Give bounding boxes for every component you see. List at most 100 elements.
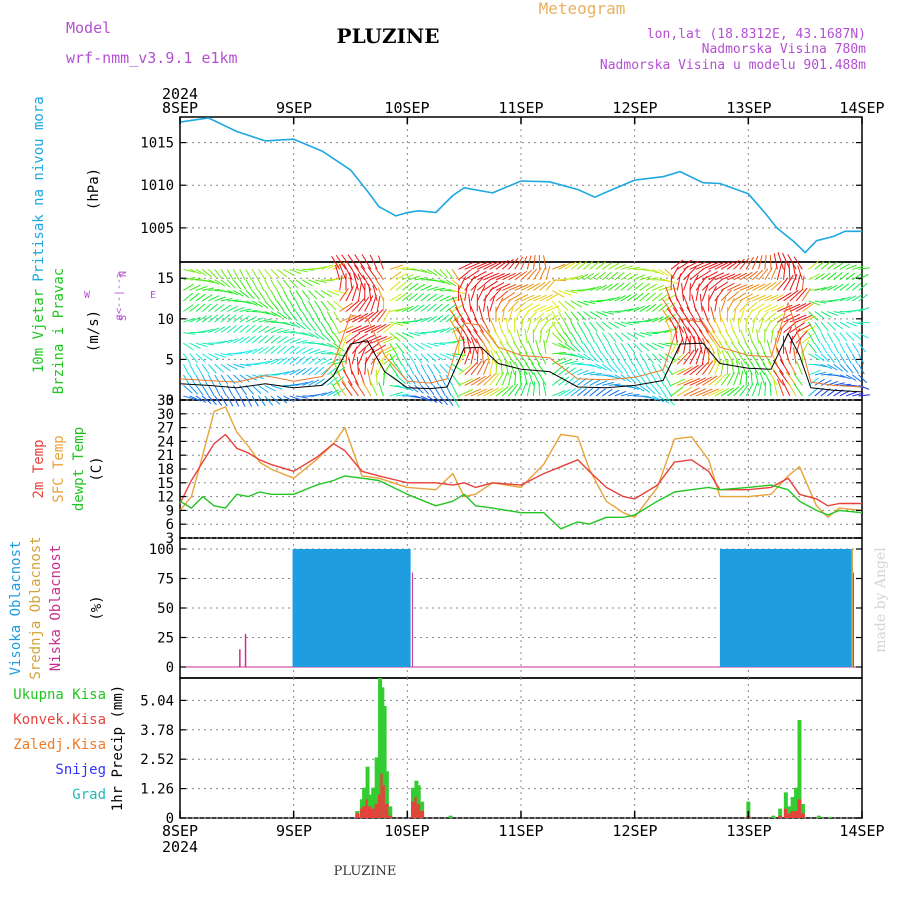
wind-vector [452, 296, 459, 312]
precip-convective-bar [794, 811, 799, 818]
wind-vector [226, 325, 237, 334]
wind-vector [308, 379, 320, 386]
wind-vector [483, 272, 500, 281]
wind-vector [345, 300, 360, 312]
wind-vector [376, 346, 392, 355]
wind-vector [505, 341, 516, 355]
wind-vector [314, 279, 327, 284]
wind-vector [745, 270, 759, 281]
wind-vector [858, 384, 870, 390]
wind-vector [589, 332, 596, 344]
wind-vector [851, 364, 860, 374]
wind-vector [751, 340, 760, 354]
wind-vector [183, 268, 196, 273]
wind-vector [464, 261, 482, 270]
wind-vector [258, 269, 266, 280]
wind-vector [451, 374, 461, 387]
wind-vector [601, 321, 612, 330]
wind-vector [651, 364, 659, 376]
wind-vector [626, 374, 637, 384]
wind-vector [769, 349, 778, 365]
wind-vector [739, 384, 750, 397]
wind-vector [639, 353, 647, 365]
wind-vector [626, 364, 634, 376]
wind-vector [331, 256, 341, 270]
precip-total-bar [828, 816, 833, 818]
wind-vector [308, 366, 319, 376]
wind-vector [402, 332, 414, 339]
wind-vector [202, 279, 214, 284]
wind-vector [251, 279, 259, 291]
wind-vector [672, 307, 684, 323]
wind-vector [314, 321, 322, 333]
wind-vector [552, 289, 565, 298]
wind-vector [420, 364, 428, 375]
wind-vector [332, 360, 341, 376]
wind-vector [662, 298, 672, 312]
wind-vector [414, 277, 427, 281]
wind-vector [833, 363, 843, 372]
wind-vector [852, 321, 864, 325]
wind-vector [372, 285, 378, 302]
wind-vector [664, 363, 674, 376]
precip-ytick-label: 0 [166, 811, 174, 827]
cloud-ytick-label: 75 [157, 572, 174, 588]
wind-vector [539, 313, 552, 323]
high-cloud-bar [758, 549, 762, 667]
wind-vector [439, 395, 448, 406]
wind-vector [270, 327, 283, 334]
wind-vector [751, 310, 762, 323]
wind-vector [633, 305, 645, 312]
wind-vector [433, 363, 441, 375]
wind-vector [202, 328, 214, 334]
wind-vector [361, 380, 372, 397]
wind-vector [508, 384, 519, 397]
high-cloud-bar [779, 549, 784, 667]
wind-vector [714, 261, 730, 270]
wind-vector [526, 268, 538, 281]
bottom-tick-14sep: 14SEP [839, 822, 884, 840]
wind-vector [614, 342, 622, 354]
wind-vector [520, 382, 527, 397]
wind-vector [408, 364, 415, 376]
wind-vector [414, 293, 425, 302]
wind-vector [802, 333, 815, 344]
wind-vector [620, 332, 631, 341]
precip-total-bar [771, 815, 776, 818]
high-cloud-bar [809, 549, 814, 667]
wind-vector [745, 301, 758, 312]
wind-vector [182, 374, 191, 386]
wind-vector [207, 385, 215, 397]
tick-marks [179, 117, 863, 819]
wind-vector [258, 325, 270, 334]
wind-vector [826, 332, 834, 343]
wind-vector [533, 255, 536, 270]
wind-vector [501, 371, 509, 386]
wind-vector [601, 363, 613, 372]
wind-vector [289, 338, 301, 344]
wind-vector [732, 329, 741, 344]
wind-vector [520, 309, 530, 323]
wind-vector [295, 356, 306, 365]
wind-vector [232, 269, 240, 280]
wind-vector [514, 270, 527, 281]
wind-vector [720, 372, 731, 386]
wind-vector [295, 279, 306, 288]
high-cloud-bar [834, 549, 838, 667]
wind-vector [202, 342, 215, 346]
wind-vector [711, 330, 722, 344]
wind-vector [789, 288, 804, 302]
wind-vector [645, 385, 656, 395]
temperature-ytick-label: 33 [157, 393, 174, 409]
wind-vector [545, 314, 559, 323]
precip-total-bar [416, 785, 421, 818]
wind-vector [339, 288, 349, 302]
wind-vector [852, 332, 862, 340]
high-cloud-bar [839, 549, 844, 667]
wind-vector [564, 360, 578, 365]
wind-vector [845, 363, 854, 374]
wind-vector [682, 294, 691, 312]
wind-vector [308, 332, 320, 339]
wind-vector [682, 326, 691, 344]
wind-vector [570, 321, 578, 334]
